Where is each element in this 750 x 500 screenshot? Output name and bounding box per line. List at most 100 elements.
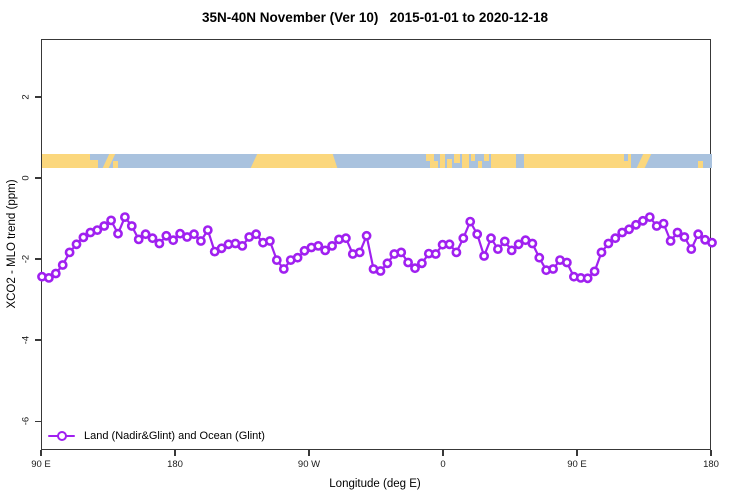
data-point-marker <box>527 238 538 249</box>
data-point-marker <box>416 258 427 269</box>
data-point-marker <box>451 247 462 258</box>
y-tick-mark <box>35 339 41 341</box>
data-point-marker <box>603 238 614 249</box>
data-point-marker <box>64 247 75 258</box>
data-point-marker <box>396 247 407 258</box>
data-point-marker <box>195 236 206 246</box>
data-point-marker <box>44 272 54 283</box>
land-segment <box>623 161 628 169</box>
data-point-marker <box>672 227 683 238</box>
data-point-marker <box>189 229 199 240</box>
y-axis-title: XCO2 - MLO trend (ppm) <box>6 179 18 309</box>
data-point-marker <box>472 229 483 240</box>
data-point-marker <box>513 239 524 250</box>
data-point-marker <box>658 218 669 229</box>
land-segment <box>429 161 438 169</box>
data-point-marker <box>548 264 558 274</box>
data-point-marker <box>382 258 393 269</box>
x-tick-mark <box>308 450 310 456</box>
data-point-marker <box>458 233 469 244</box>
data-point-marker <box>278 264 289 274</box>
x-tick-mark <box>40 450 42 456</box>
land-segment <box>446 159 453 169</box>
data-point-marker <box>154 238 165 249</box>
data-point-marker <box>120 212 130 222</box>
x-tick-mark <box>710 450 712 456</box>
data-point-marker <box>251 229 261 240</box>
data-point-marker <box>479 251 489 261</box>
land-segment <box>477 161 483 169</box>
land-segment <box>454 154 461 164</box>
data-point-marker <box>534 252 545 263</box>
data-point-marker <box>686 244 697 254</box>
data-point-marker <box>375 266 386 276</box>
data-point-marker <box>168 235 179 246</box>
data-point-marker <box>216 243 227 254</box>
y-tick-mark <box>35 420 41 422</box>
data-point-marker <box>596 247 607 258</box>
data-point-marker <box>126 221 137 231</box>
data-point-marker <box>92 225 103 235</box>
y-tick-label: 2 <box>20 94 32 100</box>
legend-line-sample <box>48 430 75 441</box>
data-point-marker <box>202 225 213 235</box>
data-point-marker <box>610 233 621 244</box>
data-point-marker <box>562 257 572 268</box>
land-segment <box>113 161 118 169</box>
data-point-marker <box>50 268 61 279</box>
data-point-marker <box>99 221 110 231</box>
land-segment <box>439 154 445 169</box>
data-point-marker <box>589 266 600 277</box>
land-segment <box>86 160 98 169</box>
land-segment <box>257 154 331 169</box>
data-point-marker <box>679 232 690 242</box>
y-tick-mark <box>35 258 41 260</box>
legend-label: Land (Nadir&Glint) and Ocean (Glint) <box>84 430 265 442</box>
data-point-marker <box>147 233 158 244</box>
data-point-marker <box>57 260 68 270</box>
data-point-marker <box>486 233 496 244</box>
data-point-marker <box>161 230 172 241</box>
x-tick-mark <box>174 450 176 456</box>
data-point-marker <box>582 273 593 284</box>
x-tick-label: 0 <box>440 459 446 470</box>
land-segment <box>697 161 703 169</box>
data-point-marker <box>410 263 420 274</box>
data-series-svg <box>37 212 717 284</box>
data-point-marker <box>113 228 123 239</box>
land-segment <box>86 154 90 160</box>
data-point-marker <box>665 236 676 246</box>
data-point-marker <box>140 229 151 240</box>
data-point-marker <box>499 236 510 247</box>
data-point-marker <box>354 247 365 258</box>
data-point-marker <box>492 244 503 254</box>
y-tick-mark <box>35 96 41 98</box>
land-segment <box>425 154 434 162</box>
data-point-marker <box>264 236 275 246</box>
data-point-marker <box>430 249 441 259</box>
x-tick-label: 90 W <box>297 459 321 470</box>
land-segment <box>627 154 631 169</box>
data-point-marker <box>271 255 282 265</box>
x-tick-label: 180 <box>167 459 183 470</box>
x-tick-label: 180 <box>703 459 719 470</box>
open-circle-marker-icon <box>56 430 67 441</box>
data-point-marker <box>638 215 648 226</box>
data-point-marker <box>465 216 476 227</box>
land-segment <box>470 154 475 162</box>
y-tick-label: -4 <box>20 335 32 345</box>
x-axis-title: Longitude (deg E) <box>329 478 421 490</box>
data-point-marker <box>631 219 641 230</box>
data-point-marker <box>693 229 704 240</box>
land-segment <box>523 154 619 169</box>
land-segment <box>462 154 469 169</box>
legend: Land (Nadir&Glint) and Ocean (Glint) <box>48 429 265 443</box>
data-point-marker <box>403 257 413 268</box>
y-tick-label: -6 <box>20 416 32 426</box>
data-point-marker <box>506 245 517 256</box>
y-tick-label: 0 <box>20 175 32 181</box>
data-point-marker <box>133 234 144 245</box>
data-point-marker <box>313 240 324 251</box>
data-point-marker <box>106 215 116 226</box>
y-tick-mark <box>35 177 41 179</box>
